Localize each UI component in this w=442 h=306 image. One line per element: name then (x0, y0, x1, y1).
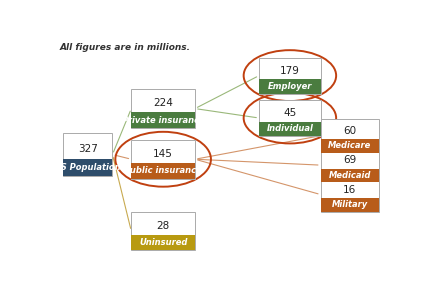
Text: Public insurance: Public insurance (124, 166, 202, 175)
Text: 16: 16 (343, 185, 356, 195)
FancyBboxPatch shape (321, 119, 379, 153)
Text: 327: 327 (78, 144, 98, 154)
FancyBboxPatch shape (131, 235, 195, 250)
Text: Employer: Employer (268, 82, 312, 91)
FancyBboxPatch shape (321, 148, 379, 182)
Text: Military: Military (332, 200, 368, 209)
FancyBboxPatch shape (259, 58, 321, 94)
FancyBboxPatch shape (259, 121, 321, 136)
Text: 145: 145 (153, 149, 173, 159)
FancyBboxPatch shape (321, 139, 379, 153)
Text: 179: 179 (280, 65, 300, 76)
Text: 28: 28 (156, 221, 170, 231)
FancyBboxPatch shape (131, 140, 195, 179)
FancyBboxPatch shape (259, 79, 321, 94)
FancyBboxPatch shape (321, 169, 379, 182)
FancyBboxPatch shape (63, 133, 112, 176)
Text: All figures are in millions.: All figures are in millions. (59, 43, 191, 52)
FancyBboxPatch shape (321, 198, 379, 211)
Text: 224: 224 (153, 98, 173, 108)
Text: 69: 69 (343, 155, 356, 165)
Text: Medicaid: Medicaid (329, 171, 371, 180)
FancyBboxPatch shape (131, 212, 195, 250)
Text: 45: 45 (283, 108, 297, 118)
FancyBboxPatch shape (131, 112, 195, 128)
Text: 60: 60 (343, 126, 356, 136)
FancyBboxPatch shape (63, 159, 112, 176)
Text: Private insurance: Private insurance (122, 116, 205, 125)
Text: Medicare: Medicare (328, 141, 371, 150)
Text: US Population: US Population (54, 163, 121, 172)
FancyBboxPatch shape (131, 163, 195, 179)
FancyBboxPatch shape (131, 89, 195, 128)
Text: Uninsured: Uninsured (139, 238, 187, 247)
Text: Individual: Individual (267, 124, 313, 133)
FancyBboxPatch shape (259, 100, 321, 136)
FancyBboxPatch shape (321, 177, 379, 211)
